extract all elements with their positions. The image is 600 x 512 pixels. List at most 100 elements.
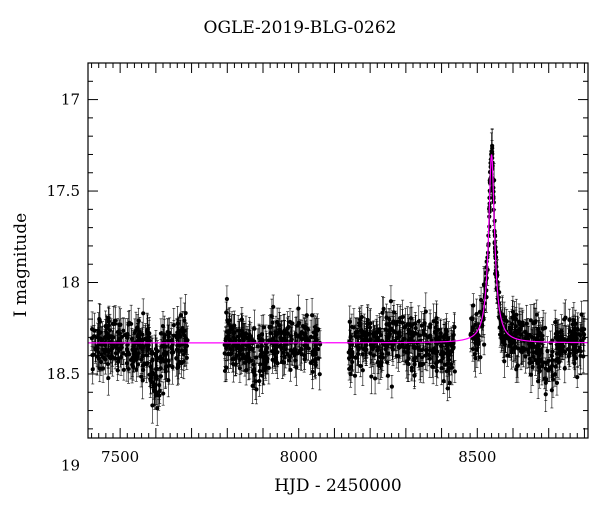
data-point <box>304 333 309 362</box>
data-point <box>169 322 174 360</box>
data-point <box>150 387 155 424</box>
data-point <box>528 304 533 337</box>
data-point <box>185 325 190 355</box>
y-axis-label: I magnitude <box>11 212 31 318</box>
data-point <box>381 297 386 321</box>
data-point <box>239 313 244 347</box>
data-point <box>573 315 578 352</box>
data-point <box>520 332 525 364</box>
data-point <box>377 313 382 352</box>
data-point <box>543 312 548 343</box>
data-point <box>240 323 246 350</box>
data-point <box>137 320 142 357</box>
data-points-layer <box>89 128 587 426</box>
data-point <box>308 350 313 375</box>
model-curve <box>88 154 588 344</box>
data-point <box>184 345 189 370</box>
data-point <box>294 348 299 386</box>
data-point <box>401 321 406 357</box>
data-point <box>95 337 100 376</box>
data-point <box>247 334 252 365</box>
data-point <box>389 375 394 399</box>
data-point <box>118 339 124 376</box>
tick-labels-layer: 7500 8000 8500 17 17.5 18 18.5 19 <box>47 91 497 475</box>
data-point <box>153 384 158 407</box>
data-point <box>234 330 239 359</box>
data-point <box>441 323 447 353</box>
data-point <box>274 321 279 350</box>
data-point <box>115 359 120 381</box>
data-point <box>299 334 304 364</box>
plot-frame <box>87 62 589 439</box>
data-point <box>543 357 548 380</box>
data-point <box>139 365 144 388</box>
data-point <box>113 347 118 370</box>
data-point <box>359 319 365 343</box>
data-point <box>562 302 567 337</box>
data-point <box>357 308 362 338</box>
data-point <box>482 334 487 356</box>
data-point <box>447 336 452 373</box>
data-point <box>396 318 402 351</box>
data-point <box>368 338 373 368</box>
data-point <box>473 338 478 378</box>
y-tick-label: 17 <box>61 91 80 109</box>
data-point <box>347 305 352 338</box>
data-point <box>379 346 384 378</box>
data-point <box>113 306 118 335</box>
data-point <box>179 348 184 378</box>
data-point <box>410 323 415 349</box>
data-point <box>178 312 183 348</box>
data-point <box>404 345 409 379</box>
data-point <box>536 363 541 400</box>
data-point <box>554 370 560 396</box>
data-point <box>142 349 147 378</box>
data-point <box>158 318 164 349</box>
data-point <box>550 338 555 365</box>
data-point <box>103 330 108 360</box>
data-point <box>166 349 171 373</box>
data-point <box>433 332 438 370</box>
data-point <box>135 351 141 378</box>
data-point <box>553 318 558 350</box>
data-point <box>223 353 229 382</box>
data-point <box>255 328 260 365</box>
data-point <box>176 334 182 356</box>
data-point <box>105 348 111 381</box>
data-point <box>231 333 236 359</box>
data-point <box>393 313 398 352</box>
data-point <box>121 359 126 381</box>
data-point <box>294 316 299 356</box>
data-point <box>531 343 536 371</box>
data-point <box>452 360 457 383</box>
chart-title: OGLE-2019-BLG-0262 <box>203 18 397 38</box>
data-point <box>439 327 444 365</box>
data-point <box>413 341 418 374</box>
data-point <box>314 329 319 368</box>
x-tick-label: 8000 <box>280 448 318 466</box>
y-tick-label: 17.5 <box>47 182 80 200</box>
data-point <box>302 337 307 373</box>
data-point <box>166 363 171 398</box>
data-point <box>504 308 509 334</box>
data-point <box>182 334 187 367</box>
data-point <box>148 367 153 395</box>
data-point <box>349 313 354 340</box>
data-point <box>352 356 358 396</box>
data-point <box>224 285 230 313</box>
data-point <box>141 298 146 329</box>
data-point <box>505 344 510 367</box>
data-point <box>251 351 256 390</box>
data-point <box>419 311 424 340</box>
data-point <box>264 347 269 371</box>
data-point <box>388 285 394 318</box>
data-point <box>348 351 354 383</box>
data-point <box>471 293 476 318</box>
data-point <box>261 358 266 384</box>
data-point <box>226 319 231 351</box>
data-point <box>513 331 518 363</box>
data-point <box>250 367 255 405</box>
data-point <box>269 298 275 334</box>
data-point <box>549 356 554 379</box>
